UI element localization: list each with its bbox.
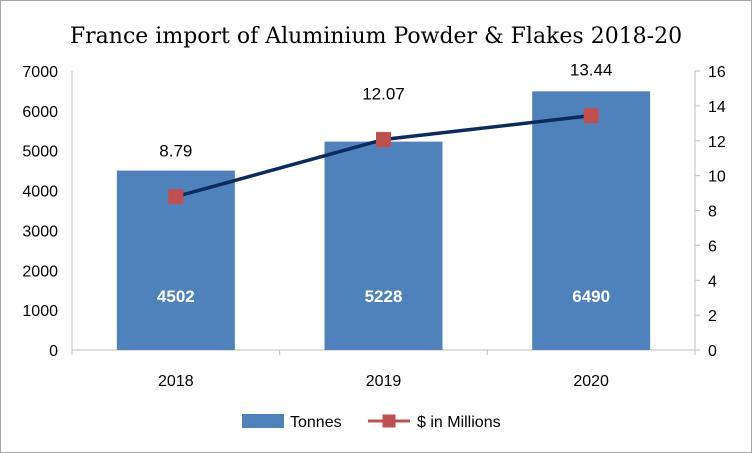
x-tick-label: 2020 <box>573 373 609 390</box>
y-left-tick-label: 4000 <box>22 184 58 201</box>
legend-label-tonnes: Tonnes <box>290 414 342 431</box>
line-data-label: 8.79 <box>159 142 192 161</box>
chart-title: France import of Aluminium Powder & Flak… <box>70 24 682 49</box>
legend-swatch-tonnes <box>242 414 284 428</box>
line-marker <box>583 108 599 124</box>
line-data-label: 12.07 <box>362 85 405 104</box>
line-data-label: 13.44 <box>570 61 613 80</box>
y-right-tick-label: 6 <box>708 238 717 255</box>
bar <box>324 141 443 350</box>
bars: 4502 5228 6490 <box>116 91 651 350</box>
y-left-tick-label: 5000 <box>22 144 58 161</box>
y-left-tick-label: 1000 <box>22 303 58 320</box>
y-right-tick-label: 14 <box>708 99 726 116</box>
y-left-tick-label: 6000 <box>22 104 58 121</box>
line-marker <box>376 132 391 148</box>
y-right-tick-label: 16 <box>708 64 726 81</box>
bar-data-label: 6490 <box>572 287 610 306</box>
y-right-tick-label: 0 <box>708 343 717 360</box>
x-tick-label: 2018 <box>158 373 194 390</box>
line-series: 8.79 12.07 13.44 <box>159 61 612 205</box>
legend: Tonnes $ in Millions <box>242 414 501 431</box>
bar <box>532 91 651 350</box>
y-left-tick-label: 3000 <box>22 223 58 240</box>
legend-marker-millions <box>382 414 396 428</box>
x-tick-label: 2019 <box>366 373 402 390</box>
bar-data-label: 5228 <box>365 287 403 306</box>
bar-data-label: 4502 <box>157 287 195 306</box>
y-right-tick-label: 2 <box>708 308 717 325</box>
y-left-tick-label: 0 <box>49 343 58 360</box>
y-right-tick-label: 4 <box>708 273 717 290</box>
y-left-tick-label: 2000 <box>22 263 58 280</box>
y-right-tick-label: 8 <box>708 204 717 221</box>
y-left-tick-label: 7000 <box>22 64 58 81</box>
line-marker <box>168 189 184 205</box>
y-right-tick-label: 10 <box>708 169 726 186</box>
y-right-tick-label: 12 <box>708 134 726 151</box>
axes: 0 1000 2000 3000 4000 5000 6000 7000 0 2 4 6 8 10 12 14… <box>22 64 725 390</box>
legend-label-millions: $ in Millions <box>417 414 501 431</box>
